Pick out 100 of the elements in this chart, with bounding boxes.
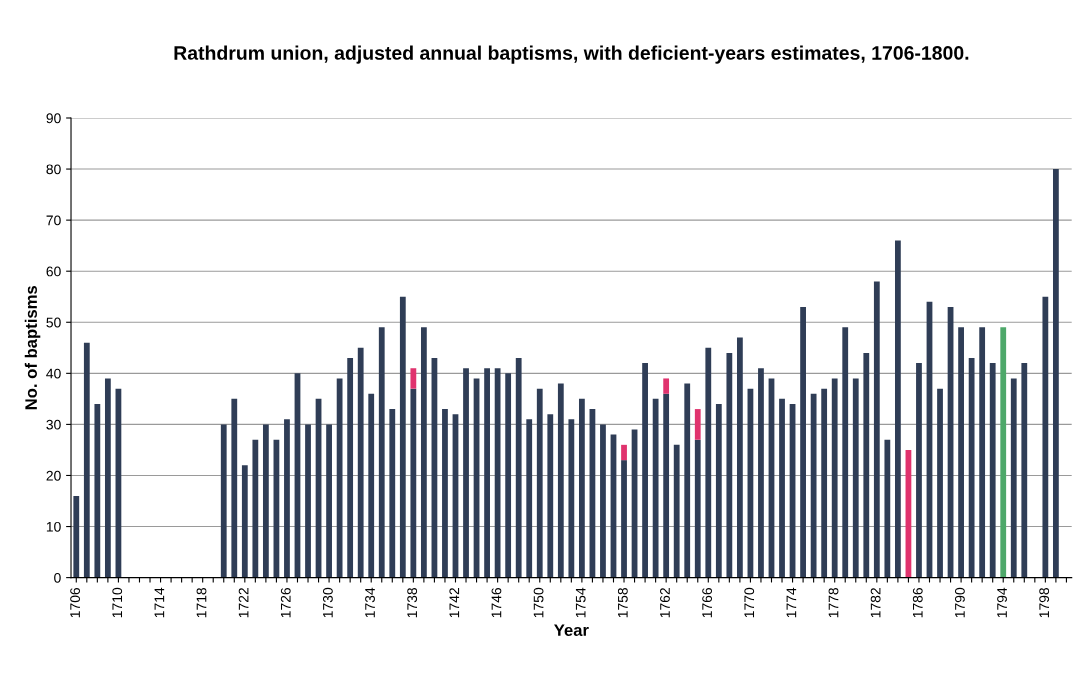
x-axis-title: Year bbox=[554, 624, 589, 637]
bar bbox=[231, 398, 238, 578]
bar bbox=[663, 378, 670, 394]
bar bbox=[863, 352, 870, 578]
x-tick-label: 1786 bbox=[912, 587, 923, 618]
x-tick-label: 1758 bbox=[617, 587, 628, 618]
x-tick-label: 1774 bbox=[786, 587, 797, 618]
y-tick-label: 80 bbox=[46, 164, 61, 175]
x-tick-label: 1794 bbox=[997, 587, 1007, 618]
x-tick-label: 1734 bbox=[365, 587, 375, 618]
bar bbox=[705, 347, 712, 578]
bar bbox=[884, 439, 891, 578]
bar bbox=[673, 444, 680, 578]
y-tick-label: 30 bbox=[46, 419, 61, 430]
bar bbox=[305, 424, 311, 578]
bar bbox=[484, 368, 490, 578]
bar bbox=[979, 327, 986, 578]
bar bbox=[1042, 296, 1049, 578]
x-tick-label: 1714 bbox=[154, 587, 165, 618]
x-tick-label: 1718 bbox=[196, 587, 207, 618]
bar bbox=[410, 368, 417, 389]
bar bbox=[284, 419, 290, 578]
bar bbox=[652, 398, 659, 578]
x-tick-label: 1738 bbox=[407, 587, 418, 618]
bar bbox=[736, 337, 743, 578]
x-tick-label: 1762 bbox=[660, 588, 670, 618]
bar bbox=[873, 281, 880, 578]
bar bbox=[1000, 327, 1007, 578]
bar bbox=[1010, 378, 1017, 578]
y-tick-label: 50 bbox=[46, 317, 61, 328]
bar bbox=[937, 388, 943, 578]
bar bbox=[684, 383, 691, 578]
bar bbox=[378, 327, 385, 578]
y-tick-label: 60 bbox=[46, 266, 61, 277]
bar bbox=[621, 460, 627, 578]
x-tick-label: 1710 bbox=[112, 587, 123, 618]
bar bbox=[568, 419, 575, 578]
bar bbox=[842, 327, 849, 578]
bar bbox=[989, 363, 996, 578]
bar bbox=[578, 398, 585, 578]
bar bbox=[958, 327, 964, 578]
bar bbox=[852, 378, 859, 578]
bar bbox=[463, 368, 469, 578]
x-tick-label: 1770 bbox=[744, 587, 755, 618]
x-tick-label: 1722 bbox=[238, 588, 249, 618]
x-tick-label: 1726 bbox=[280, 587, 291, 618]
bar bbox=[252, 439, 259, 578]
bar bbox=[442, 409, 448, 578]
y-axis-title: No. of baptisms bbox=[24, 285, 41, 410]
bar bbox=[83, 342, 90, 578]
bar bbox=[895, 240, 901, 578]
bar bbox=[326, 424, 332, 578]
bar bbox=[1053, 169, 1059, 578]
bar bbox=[347, 358, 354, 578]
y-tick-label: 10 bbox=[46, 521, 61, 532]
x-tick-label: 1798 bbox=[1039, 587, 1050, 618]
bar bbox=[694, 409, 701, 440]
x-tick-label: 1766 bbox=[702, 587, 713, 618]
bar bbox=[621, 444, 627, 461]
bar bbox=[726, 352, 733, 578]
x-tick-label: 1790 bbox=[954, 587, 965, 618]
bar bbox=[505, 373, 512, 578]
bar bbox=[715, 403, 722, 578]
bar bbox=[821, 388, 828, 578]
x-tick-label: 1778 bbox=[828, 587, 839, 618]
y-tick-label: 70 bbox=[46, 215, 61, 226]
bar bbox=[663, 393, 670, 578]
bar bbox=[557, 383, 564, 578]
bar bbox=[410, 388, 417, 578]
bar bbox=[642, 363, 648, 578]
bar bbox=[94, 403, 101, 578]
y-tick-label: 40 bbox=[46, 368, 61, 379]
bar bbox=[73, 495, 80, 578]
y-tick-label: 0 bbox=[54, 572, 61, 583]
bar bbox=[536, 388, 543, 578]
bar bbox=[600, 424, 606, 578]
bar bbox=[916, 363, 922, 578]
bar bbox=[547, 414, 554, 578]
bar bbox=[515, 358, 522, 578]
x-tick-label: 1730 bbox=[322, 587, 333, 618]
bar bbox=[694, 439, 701, 578]
y-tick-label: 20 bbox=[46, 470, 61, 481]
y-tick-label: 90 bbox=[46, 113, 61, 124]
bar bbox=[1021, 363, 1028, 578]
bar bbox=[389, 409, 396, 578]
x-tick-label: 1742 bbox=[449, 588, 460, 618]
bar bbox=[220, 424, 227, 578]
bar bbox=[526, 419, 533, 578]
x-tick-label: 1746 bbox=[491, 587, 502, 618]
bar bbox=[357, 347, 364, 578]
x-tick-label: 1706 bbox=[70, 587, 81, 618]
bar bbox=[104, 378, 111, 578]
bar bbox=[968, 358, 975, 578]
bar bbox=[399, 296, 406, 578]
x-tick-label: 1750 bbox=[533, 587, 544, 618]
bar bbox=[241, 465, 248, 578]
x-tick-label: 1782 bbox=[870, 588, 881, 618]
bar bbox=[831, 378, 838, 578]
bar bbox=[800, 306, 806, 578]
bar bbox=[368, 393, 375, 578]
